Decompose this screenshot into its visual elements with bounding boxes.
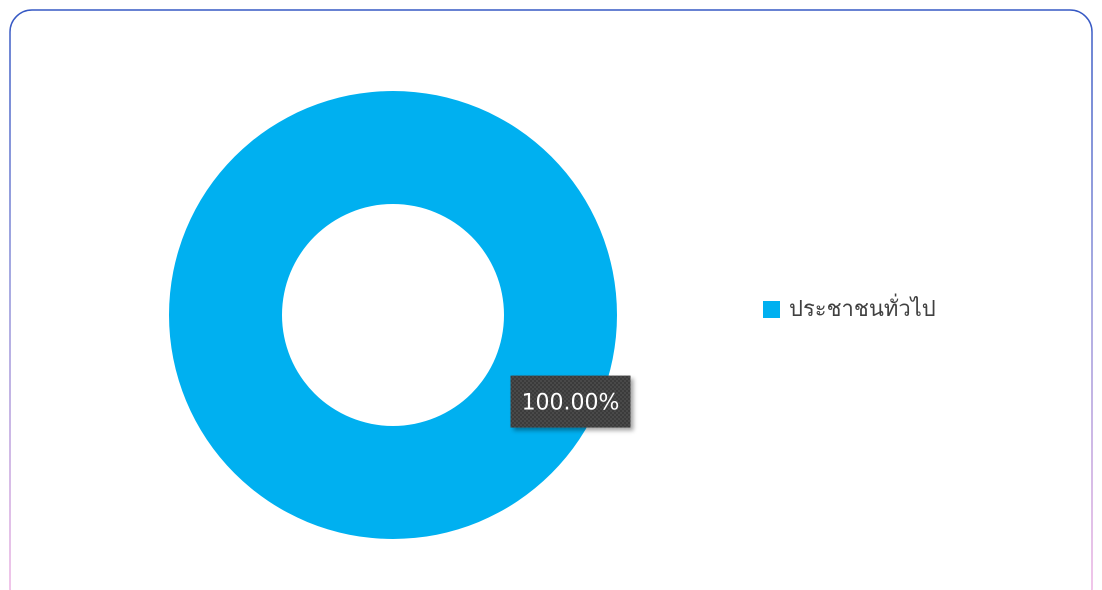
data-label-box — [510, 375, 631, 428]
legend-swatch — [763, 301, 780, 318]
legend-label: ประชาชนทั่วไป — [789, 293, 936, 322]
plot-area: 100.00% ประชาชนทั่วไป — [169, 91, 936, 539]
panel-border — [9, 9, 1093, 590]
donut-slice — [169, 91, 617, 539]
data-label-text: 100.00% — [522, 391, 620, 416]
data-label: 100.00% — [510, 375, 631, 428]
